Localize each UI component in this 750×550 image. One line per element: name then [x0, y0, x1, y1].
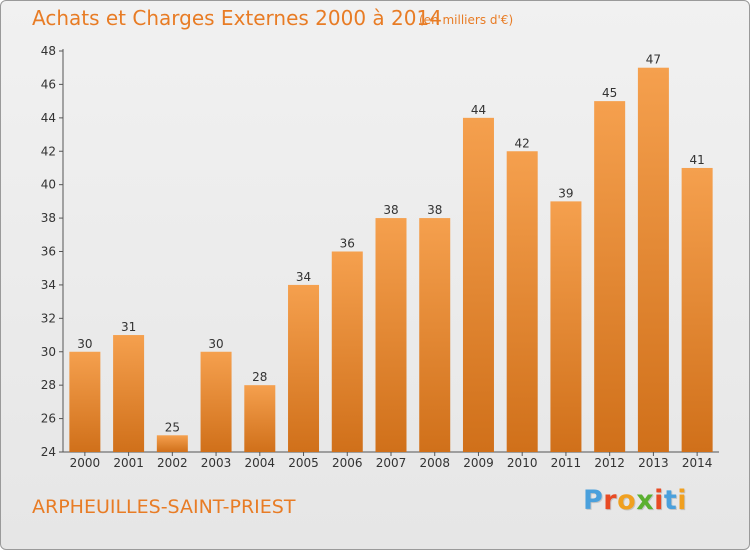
bar-2006 — [331, 251, 363, 452]
x-tick-label: 2011 — [551, 456, 582, 470]
x-tick-label: 2009 — [463, 456, 494, 470]
bar-2004 — [244, 385, 276, 452]
x-tick-label: 2002 — [157, 456, 188, 470]
data-label-2002: 25 — [165, 420, 180, 434]
data-label-2003: 30 — [208, 337, 223, 351]
chart-title: Achats et Charges Externes 2000 à 2014 — [32, 6, 442, 30]
chart-data-labels: 30 31 25 30 28 34 36 38 38 44 42 39 45 47 41 — [77, 53, 705, 435]
x-tick-label: 2013 — [638, 456, 669, 470]
x-tick-label: 2014 — [682, 456, 713, 470]
y-tick-label: 32 — [41, 311, 56, 325]
y-tick-label: 44 — [41, 111, 56, 125]
data-label-2004: 28 — [252, 370, 267, 384]
location-name: ARPHEUILLES-SAINT-PRIEST — [32, 496, 296, 518]
bar-2009 — [462, 117, 494, 452]
x-tick-label: 2000 — [70, 456, 101, 470]
y-tick-label: 48 — [41, 44, 56, 58]
data-label-2008: 38 — [427, 203, 442, 217]
data-label-2011: 39 — [558, 186, 573, 200]
bar-2010 — [506, 151, 538, 452]
data-label-2001: 31 — [121, 320, 136, 334]
data-label-2013: 47 — [646, 53, 661, 67]
bar-2000 — [69, 351, 101, 452]
data-label-2012: 45 — [602, 86, 617, 100]
data-label-2009: 44 — [471, 103, 486, 117]
data-label-2005: 34 — [296, 270, 311, 284]
bar-2001 — [113, 335, 145, 452]
bar-2012 — [594, 101, 626, 452]
y-tick-label: 24 — [41, 445, 56, 459]
bar-2002 — [156, 435, 188, 452]
bar-2003 — [200, 351, 232, 452]
bar-2014 — [681, 167, 713, 453]
y-tick-label: 36 — [41, 245, 56, 259]
y-tick-label: 30 — [41, 345, 56, 359]
y-tick-label: 28 — [41, 378, 56, 392]
data-label-2007: 38 — [383, 203, 398, 217]
data-label-2014: 41 — [689, 153, 704, 167]
chart-bars — [69, 67, 713, 453]
y-tick-label: 38 — [41, 211, 56, 225]
x-tick-label: 2010 — [507, 456, 538, 470]
bar-2008 — [419, 218, 451, 452]
chart-subtitle: (en milliers d'€) — [419, 13, 514, 27]
data-label-2010: 42 — [515, 136, 530, 150]
y-tick-label: 26 — [41, 412, 56, 426]
x-tick-label: 2004 — [245, 456, 276, 470]
data-label-2000: 30 — [77, 337, 92, 351]
bar-2007 — [375, 218, 407, 452]
chart-axes: 24 26 28 30 32 34 36 38 40 42 44 46 48 2000 2001 2002 20… — [41, 44, 719, 470]
x-tick-label: 2005 — [288, 456, 319, 470]
proxiti-logo: Proxiti — [583, 485, 688, 516]
bar-2005 — [288, 284, 320, 452]
x-tick-label: 2006 — [332, 456, 363, 470]
x-tick-label: 2007 — [376, 456, 407, 470]
x-tick-label: 2003 — [201, 456, 232, 470]
bar-2011 — [550, 201, 582, 452]
bar-2013 — [637, 67, 669, 452]
x-tick-label: 2012 — [594, 456, 625, 470]
y-tick-label: 40 — [41, 178, 56, 192]
y-tick-label: 42 — [41, 144, 56, 158]
x-tick-label: 2008 — [419, 456, 450, 470]
data-label-2006: 36 — [340, 237, 355, 251]
x-tick-label: 2001 — [113, 456, 144, 470]
y-tick-label: 34 — [41, 278, 56, 292]
y-tick-label: 46 — [41, 77, 56, 91]
